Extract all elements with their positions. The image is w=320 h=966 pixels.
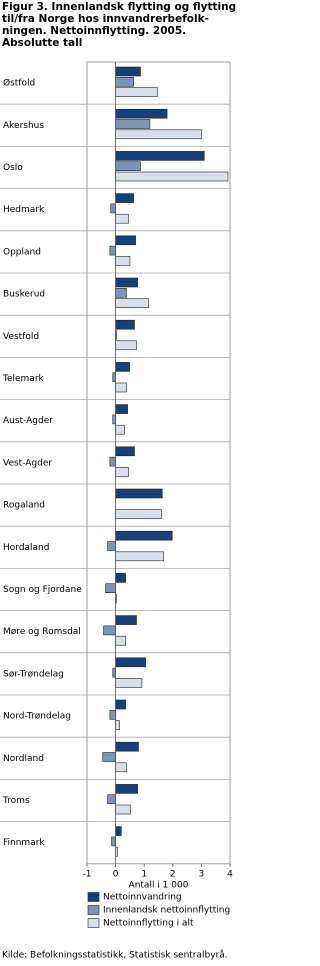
bar [105, 583, 116, 594]
bar [112, 372, 116, 383]
category-label: Rogaland [3, 501, 45, 511]
bar [115, 193, 134, 203]
category-label: Buskerud [3, 290, 45, 300]
bar [115, 784, 138, 794]
bar [115, 573, 126, 583]
bar [115, 213, 129, 224]
legend-swatch [87, 918, 100, 928]
category-label: Sogn og Fjordane [3, 585, 82, 595]
bar [115, 424, 125, 435]
chart-title: Absolutte tall [2, 37, 82, 49]
bar [115, 635, 126, 646]
bar [115, 467, 129, 477]
bar [109, 709, 116, 720]
category-label: Finnmark [3, 838, 45, 848]
chart: Figur 3. Innenlandsk flytting og flyttin… [0, 1, 236, 961]
bar [115, 530, 173, 541]
bar [115, 77, 134, 87]
bar [115, 277, 138, 288]
legend-swatch [87, 905, 100, 915]
bar [107, 541, 116, 551]
legend-label: Nettoinnflytting i alt [103, 919, 194, 929]
bar [115, 741, 139, 752]
category-label: Aust-Agder [3, 416, 53, 426]
bar [115, 108, 168, 119]
bar [115, 826, 122, 836]
bar [111, 836, 116, 847]
category-label: Akershus [3, 121, 44, 131]
bar [115, 699, 126, 710]
x-tick-label: -1 [83, 869, 92, 879]
bar [115, 171, 229, 182]
bar [109, 245, 116, 256]
category-label: Nordland [3, 754, 44, 764]
bar [115, 129, 202, 140]
x-tick-label: 2 [170, 869, 176, 879]
bar [115, 551, 164, 562]
category-label: Troms [2, 796, 30, 806]
category-label: Hedmark [3, 205, 45, 215]
bar [115, 235, 136, 246]
category-label: Oslo [3, 163, 23, 173]
bar [115, 319, 135, 330]
bar [115, 362, 130, 372]
bar [115, 488, 163, 499]
plot-frame [86, 61, 231, 865]
bar [103, 625, 116, 636]
legend-swatch [87, 892, 100, 902]
chart-title: ningen. Nettoinnflytting. 2005. [2, 25, 186, 37]
category-label: Oppland [3, 247, 41, 257]
bar [115, 804, 131, 815]
chart-title: til/fra Norge hos innvandrerbefolk- [2, 13, 209, 25]
x-tick-label: 3 [199, 869, 205, 879]
bar [115, 256, 131, 266]
bar [115, 382, 127, 393]
bar [115, 161, 141, 171]
bar [115, 66, 141, 77]
category-label: Østfold [3, 78, 35, 89]
bar [115, 678, 143, 688]
x-tick-label: 4 [227, 869, 233, 879]
category-label: Vest-Agder [3, 458, 52, 468]
bar [115, 119, 151, 129]
chart-title: Figur 3. Innenlandsk flytting og flyttin… [2, 1, 236, 13]
source: Kilde: Befolkningsstatistikk, Statistisk… [2, 950, 228, 961]
bar [115, 615, 137, 625]
bar [115, 298, 149, 308]
bar [115, 340, 137, 351]
bar [112, 667, 116, 678]
bar [102, 752, 116, 762]
bar [109, 456, 116, 467]
bar [115, 762, 127, 773]
x-axis-label: Antall i 1 000 [129, 880, 189, 890]
bar [112, 414, 116, 425]
bar [107, 794, 116, 805]
x-tick-label: 0 [113, 869, 119, 879]
bar [115, 87, 158, 97]
legend-label: Innenlandsk nettoinnflytting [103, 906, 230, 916]
x-tick-label: 1 [141, 869, 147, 879]
category-label: Vestfold [3, 332, 39, 342]
category-label: Telemark [2, 374, 45, 384]
bar [115, 446, 135, 457]
category-label: Sør-Trøndelag [3, 669, 64, 679]
legend-label: Nettoinnvandring [103, 893, 182, 903]
category-label: Hordaland [3, 543, 49, 553]
bar [115, 404, 128, 414]
bar [115, 151, 205, 161]
bar [115, 720, 120, 730]
bar [115, 657, 146, 668]
bar [110, 203, 116, 214]
bar [115, 287, 127, 298]
category-label: Møre og Romsdal [3, 627, 81, 637]
bar [115, 509, 162, 519]
category-label: Nord-Trøndelag [3, 712, 71, 722]
